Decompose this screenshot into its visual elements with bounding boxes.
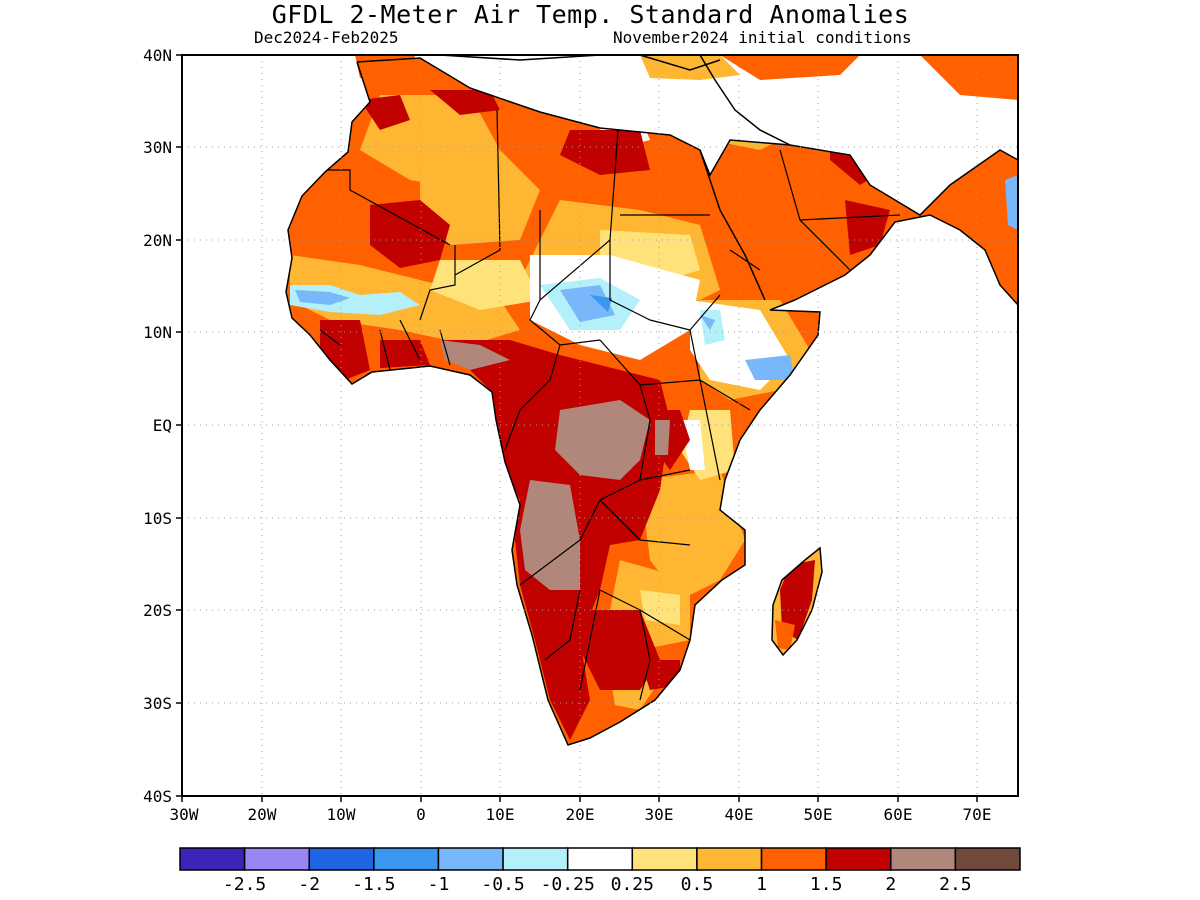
colorbar-label: 2.5 [939,874,972,895]
y-tick-label: 20S [143,601,172,620]
colorbar-swatch [825,847,892,871]
colorbar-label: 1.5 [810,874,843,895]
x-tick-label: 10E [486,805,515,824]
colorbar-swatch [890,847,957,871]
colorbar-label: -0.25 [541,874,595,895]
x-tick-label: 30E [645,805,674,824]
colorbar-swatch [760,847,827,871]
colorbar-swatch [696,847,763,871]
colorbar-label: -1 [428,874,450,895]
y-tick-label: 30S [143,694,172,713]
colorbar-label: 2 [885,874,896,895]
anomaly-shading [286,55,1018,745]
colorbar-swatch [179,847,246,871]
y-tick-label: 30N [143,138,172,157]
colorbar-label: -2.5 [223,874,266,895]
x-tick-labels: 30W 20W 10W 0 10E 20E 30E 40E 50E 60E 70… [170,805,992,824]
y-tick-labels: 40N 30N 20N 10N EQ 10S 20S 30S 40S [143,46,172,806]
x-tick-label: 70E [963,805,992,824]
colorbar: -2.5 -2 -1.5 -1 -0.5 -0.25 0.25 0.5 1 1.5 2 2.5 [179,847,1021,895]
x-tick-label: 50E [804,805,833,824]
colorbar-label: 0.25 [611,874,654,895]
x-tick-label: 30W [170,805,199,824]
y-tick-label: 10N [143,323,172,342]
map-title: GFDL 2-Meter Air Temp. Standard Anomalie… [271,0,910,29]
colorbar-swatch [566,847,634,871]
initial-conditions: November2024 initial conditions [613,28,912,47]
y-tick-label: 20N [143,231,172,250]
colorbar-swatch [631,847,698,871]
colorbar-label: 1 [756,874,767,895]
colorbar-swatch [243,847,310,871]
x-tick-label: 0 [416,805,426,824]
y-tick-label: 40S [143,787,172,806]
y-tick-label: EQ [153,416,172,435]
colorbar-swatch [954,847,1021,871]
country-borders [319,109,901,701]
colorbar-swatch [308,847,375,871]
colorbar-swatch [373,847,440,871]
x-axis [181,796,978,802]
y-axis [176,54,182,797]
y-tick-label: 40N [143,46,172,65]
coastlines [285,55,1018,746]
colorbar-swatch [437,847,504,871]
x-tick-label: 60E [884,805,913,824]
x-tick-label: 20E [566,805,595,824]
x-tick-label: 20W [248,805,277,824]
x-tick-label: 40E [725,805,754,824]
y-tick-label: 10S [143,509,172,528]
colorbar-label: -2 [298,874,320,895]
colorbar-label: -1.5 [352,874,395,895]
colorbar-label: -0.5 [481,874,524,895]
graticule [182,55,1018,796]
colorbar-swatch [502,847,569,871]
forecast-period: Dec2024-Feb2025 [254,28,399,47]
x-tick-label: 10W [327,805,356,824]
colorbar-label: 0.5 [681,874,714,895]
